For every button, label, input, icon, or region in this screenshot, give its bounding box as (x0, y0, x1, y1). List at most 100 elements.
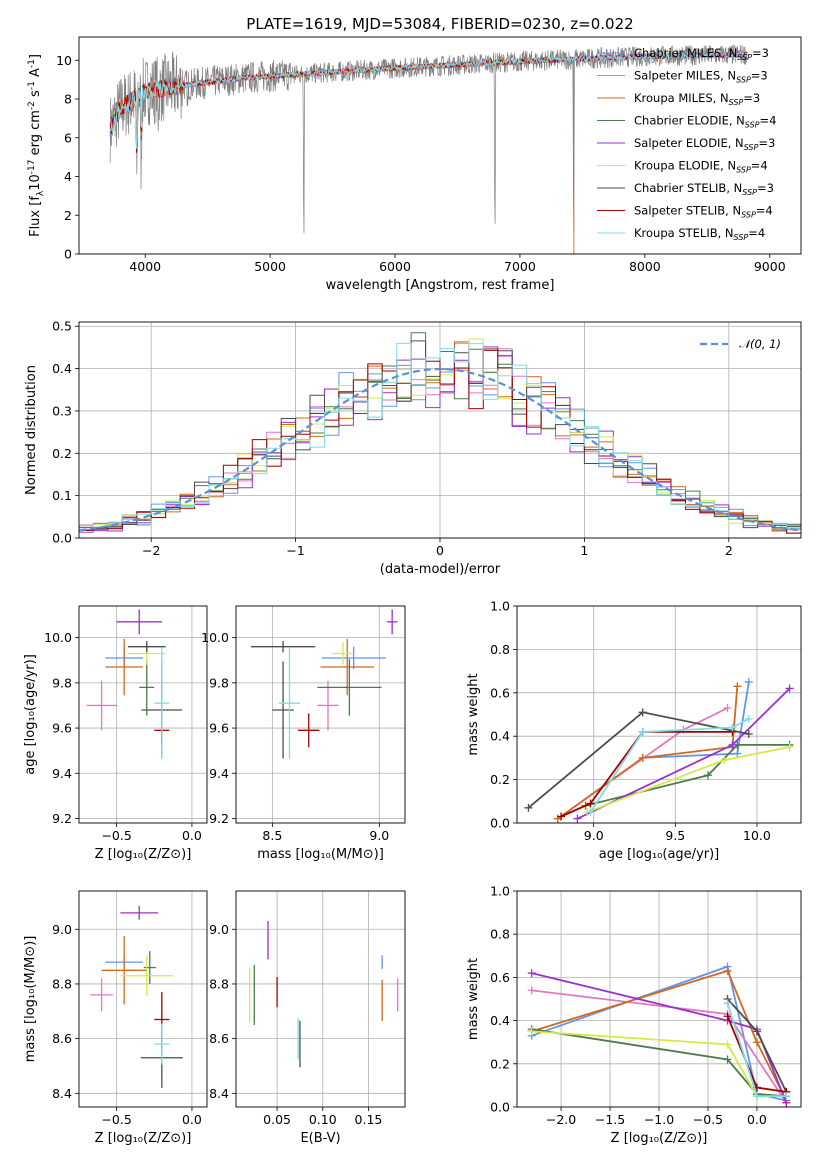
legend-entry: Chabrier MILES, NSSP=3 (634, 46, 769, 62)
spectrum-ylabel-part: -17 (27, 160, 37, 175)
weight_vs_age-ylabel: mass weight (466, 673, 481, 755)
residuals-xtick-label: −1 (286, 543, 304, 558)
weight_vs_Z-point-marker (723, 1040, 732, 1049)
residuals-xtick-label: 0 (436, 543, 444, 558)
legend-label: Kroupa STELIB, N (634, 226, 734, 240)
weight_vs_Z-point-marker (752, 1092, 761, 1101)
weight_vs_age-point-marker (586, 808, 595, 817)
spectrum-xtick-label: 7000 (504, 259, 536, 274)
mass_vs_Z-xtick-label: −0.5 (101, 1112, 131, 1127)
weight_vs_age-point-marker (586, 799, 595, 808)
spectrum-ylabel-part: A (28, 68, 43, 81)
residuals-frame (78, 321, 802, 539)
legend-label-sub: SSP (741, 211, 756, 220)
weight_vs_Z-ylabel: mass weight (466, 958, 481, 1040)
spectrum-ytick-label: 0 (64, 247, 72, 262)
age_vs_mass-ytick-label: 9.8 (209, 675, 229, 690)
spectrum-xtick-label: 5000 (254, 259, 286, 274)
weight_vs_Z-point-marker (527, 969, 536, 978)
legend-label-count: =3 (758, 136, 775, 150)
legend-label-count: =3 (752, 46, 769, 60)
mass_vs_Z-ytick-label: 8.6 (52, 1031, 72, 1046)
weight_vs_age-point-marker (703, 771, 712, 780)
normal-reference-line (79, 367, 801, 532)
weight_vs_Z-point-marker (723, 1012, 732, 1021)
legend-label: Chabrier STELIB, N (634, 181, 742, 195)
residuals-ytick-label: 0.3 (52, 403, 72, 418)
weight_vs_age-point-marker (744, 714, 753, 723)
legend-label: Kroupa MILES, N (634, 91, 729, 105)
legend-label: Salpeter MILES, N (634, 69, 736, 83)
mass_vs_Z-ytick-label: 9.0 (52, 922, 72, 937)
age_vs_Z-xlabel: Z [log₁₀(Z/Z⊙)] (95, 847, 192, 862)
spectrum-ylabel-part: ] (28, 54, 43, 59)
residuals-xlabel: (data-model)/error (380, 562, 501, 577)
legend-entry: Chabrier ELODIE, NSSP=4 (634, 114, 776, 130)
spectrum-ylabel-part: -1 (27, 81, 37, 90)
legend-label-sub: SSP (737, 53, 752, 62)
figure-title: PLATE=1619, MJD=53084, FIBERID=0230, z=0… (246, 15, 633, 33)
weight_vs_Z-ytick-label: 1.0 (490, 884, 510, 899)
spectrum-frame (78, 36, 802, 255)
residuals-ylabel: Normed distribution (24, 365, 39, 495)
weight_vs_age-point-marker (524, 803, 533, 812)
spectrum-xlabel: wavelength [Angstrom, rest frame] (326, 278, 555, 293)
weight_vs_Z-point-marker (723, 999, 732, 1008)
spectrum-ylabel-part: erg cm (28, 110, 43, 159)
age_vs_mass-ytick-label: 10.0 (201, 630, 229, 645)
weight_vs_age-point-marker (720, 756, 729, 765)
mass_vs_ebv-plot-area (249, 921, 399, 1068)
age_vs_Z-ytick-label: 9.6 (52, 721, 72, 736)
spectrum-ylabel: Flux [fλ10-17 erg cm-2 s-1 A-1] (27, 54, 46, 237)
mass_vs_Z-plot-area (90, 906, 183, 1088)
weight_vs_Z-ytick-label: 0.6 (490, 970, 510, 985)
legend-label-sub: SSP (744, 143, 759, 152)
legend-label-sub: SSP (734, 233, 749, 242)
weight_vs_Z-ytick-label: 0.8 (490, 927, 510, 942)
legend-label: Kroupa ELODIE, N (634, 159, 736, 173)
age_vs_mass-ytick-label: 9.2 (209, 811, 229, 826)
weight_vs_age-ytick-label: 0.6 (490, 685, 510, 700)
spectrum-ytick-label: 10 (56, 53, 72, 68)
weight_vs_age-plot-area (524, 677, 794, 823)
weight_vs_age-ytick-label: 0.4 (490, 729, 510, 744)
residuals-hist-line (79, 341, 801, 534)
weight_vs_Z-xtick-label: −2.0 (546, 1112, 576, 1127)
age_vs_Z-plot-area (86, 609, 183, 759)
age_vs_mass-ytick-label: 9.6 (209, 721, 229, 736)
mass_vs_ebv-xtick-label: 0.10 (309, 1112, 337, 1127)
legend-label-count: =4 (751, 159, 768, 173)
weight_vs_Z-point-marker (527, 986, 536, 995)
weight_vs_Z-plot-area (527, 962, 791, 1107)
spectrum-ytick-label: 6 (64, 130, 72, 145)
mass_vs_ebv-ytick-label: 8.8 (209, 976, 229, 991)
weight_vs_age-point-marker (785, 743, 794, 752)
age_vs_Z-ytick-label: 9.2 (52, 811, 72, 826)
weight_vs_Z-ytick-label: 0.4 (490, 1013, 510, 1028)
residuals-hist-line (79, 346, 801, 533)
residuals-hist-line (79, 342, 801, 529)
weight_vs_age-ytick-label: 0.2 (490, 772, 510, 787)
age_vs_mass-plot-area (250, 609, 398, 759)
legend-entry: Salpeter STELIB, NSSP=4 (634, 204, 773, 220)
legend-label-count: =4 (760, 114, 777, 128)
weight_vs_Z-ytick-label: 0.0 (490, 1100, 510, 1115)
legend-label: Chabrier ELODIE, N (634, 114, 745, 128)
weight_vs_Z-series-line (531, 969, 788, 1101)
mass_vs_Z-ytick-label: 8.4 (52, 1086, 72, 1101)
mass_vs_Z-ytick-label: 8.8 (52, 976, 72, 991)
weight_vs_age-point-marker (728, 723, 737, 732)
spectrum-ytick-label: 4 (64, 169, 72, 184)
weight_vs_Z-xlabel: Z [log₁₀(Z/Z⊙)] (611, 1131, 708, 1146)
legend-label-count: =4 (756, 204, 773, 218)
weight_vs_Z-xtick-label: −1.0 (644, 1112, 674, 1127)
weight_vs_age-point-marker (733, 749, 742, 758)
mass_vs_ebv-ytick-label: 8.6 (209, 1031, 229, 1046)
spectrum-ylabel-part: λ (36, 190, 46, 196)
age_vs_Z-ytick-label: 9.4 (52, 766, 72, 781)
legend-label-sub: SSP (742, 188, 757, 197)
legend-label-count: =4 (748, 226, 765, 240)
mass_vs_Z-frame (78, 890, 208, 1108)
residuals-ytick-label: 0.1 (52, 488, 72, 503)
weight_vs_age-point-marker (744, 730, 753, 739)
